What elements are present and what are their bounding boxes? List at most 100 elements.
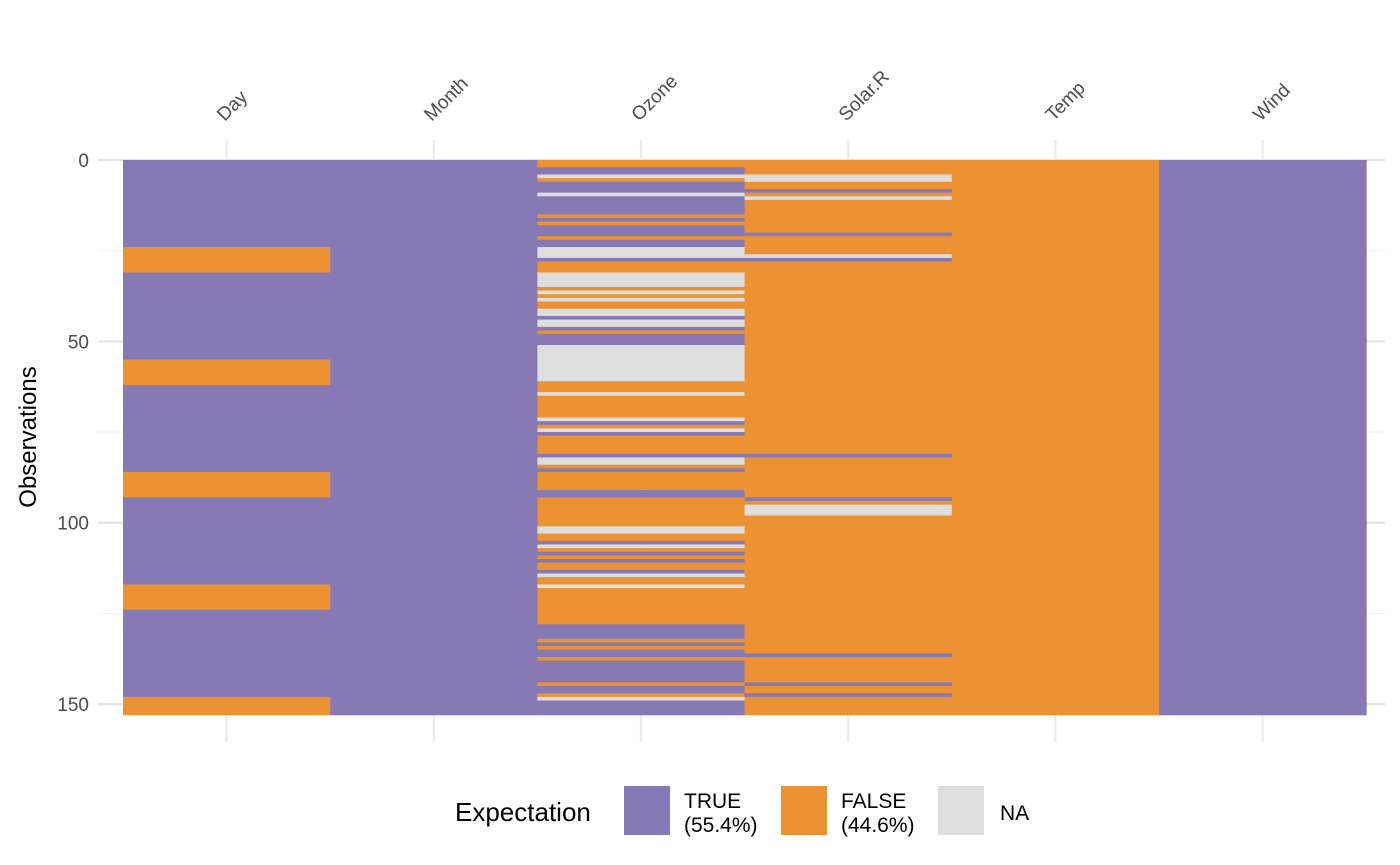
heatmap-cell-temp [951, 160, 1160, 716]
heatmap-cell-ozone [537, 584, 746, 589]
heatmap-cell-day [123, 609, 331, 698]
heatmap-cell-ozone [537, 178, 746, 183]
heatmap-cell-ozone [537, 326, 746, 331]
heatmap-cell-ozone [537, 239, 746, 248]
heatmap-cell-ozone [537, 559, 746, 563]
heatmap-cell-ozone [537, 214, 746, 219]
y-axis-title: Observations [15, 366, 42, 507]
legend-percent: (55.4%) [684, 814, 758, 837]
heatmap-cell-ozone [537, 315, 746, 320]
heatmap-cell-solar-r [744, 189, 953, 193]
heatmap-cell-ozone [537, 221, 746, 226]
x-tick-label: Ozone [628, 71, 682, 125]
legend-key-false [781, 786, 827, 835]
y-tick-label: 0 [78, 151, 89, 172]
heatmap-cells [123, 160, 1367, 716]
heatmap-cell-ozone [537, 548, 746, 553]
y-axis-ticks: 0 50 100 150 [57, 151, 89, 716]
heatmap-cell-ozone [537, 192, 746, 197]
heatmap-cell-ozone [537, 693, 746, 698]
heatmap-cell-ozone [537, 555, 746, 560]
heatmap-cell-day [123, 247, 331, 273]
x-tick-label: Day [213, 86, 252, 125]
heatmap-cell-ozone [537, 519, 746, 527]
heatmap-cell-ozone [537, 261, 746, 273]
heatmap-cell-ozone [537, 294, 746, 299]
heatmap-cell-day [123, 359, 331, 386]
heatmap-cell-ozone [537, 319, 746, 328]
heatmap-cell-ozone [537, 490, 746, 498]
heatmap-cell-solar-r [744, 515, 953, 654]
heatmap-cell-ozone [537, 646, 746, 651]
heatmap-cell-solar-r [744, 693, 953, 698]
heatmap-cell-solar-r [744, 682, 953, 687]
heatmap-cell-solar-r [744, 453, 953, 458]
heatmap-cell-ozone [537, 649, 746, 658]
heatmap-cell-ozone [537, 272, 746, 288]
x-tick-label: Solar.R [835, 67, 894, 126]
heatmap-cell-ozone [537, 533, 746, 542]
heatmap-cell-day [123, 696, 331, 716]
heatmap-cell-ozone [537, 330, 746, 335]
heatmap-cell-ozone [537, 577, 746, 585]
heatmap-cell-solar-r [744, 232, 953, 237]
x-axis-ticks: Day Month Ozone Solar.R Temp Wind [213, 67, 1294, 126]
heatmap-cell-wind [1159, 160, 1367, 716]
heatmap-cell-day [123, 272, 331, 360]
heatmap-cell-day [123, 497, 331, 585]
legend-percent: (44.6%) [841, 814, 915, 837]
heatmap-cell-solar-r [744, 457, 953, 498]
heatmap-cell-ozone [537, 181, 746, 193]
heatmap-cell-ozone [537, 257, 746, 262]
heatmap-cell-ozone [537, 308, 746, 317]
heatmap-cell-ozone [537, 685, 746, 694]
heatmap-cell-ozone [537, 290, 746, 295]
heatmap-cell-solar-r [744, 656, 953, 683]
heatmap-cell-ozone [537, 642, 746, 647]
heatmap-cell-solar-r [744, 500, 953, 505]
heatmap-cell-ozone [537, 453, 746, 458]
heatmap-cell-ozone [537, 471, 746, 491]
heatmap-cell-ozone [537, 573, 746, 578]
heatmap-cell-solar-r [744, 257, 953, 262]
heatmap-cell-ozone [537, 569, 746, 574]
heatmap-cell-month [330, 160, 538, 716]
x-tick-label: Temp [1042, 78, 1090, 126]
legend-title: Expectation [455, 797, 591, 827]
heatmap-cell-ozone [537, 700, 746, 716]
heatmap-cell-solar-r [744, 196, 953, 201]
heatmap-cell-ozone [537, 297, 746, 302]
heatmap-cell-solar-r [744, 181, 953, 190]
heatmap-cell-solar-r [744, 685, 953, 694]
heatmap-cell-solar-r [744, 160, 953, 175]
heatmap-cell-ozone [537, 301, 746, 310]
heatmap-cell-ozone [537, 167, 746, 175]
heatmap-cell-day [123, 384, 331, 473]
x-tick-label: Wind [1249, 80, 1294, 125]
heatmap-cell-solar-r [744, 653, 953, 658]
x-tick-label: Month [420, 73, 472, 125]
heatmap-cell-ozone [537, 286, 746, 291]
legend-label: TRUE [684, 790, 741, 813]
heatmap-cell-ozone [537, 457, 746, 466]
heatmap-cell-ozone [537, 468, 746, 473]
heatmap-cell-ozone [537, 544, 746, 549]
heatmap-cell-solar-r [744, 504, 953, 516]
heatmap-cell-ozone [537, 174, 746, 179]
heatmap-cell-ozone [537, 225, 746, 237]
heatmap-cell-ozone [537, 196, 746, 215]
heatmap-cell-ozone [537, 421, 746, 426]
heatmap-cell-day [123, 160, 331, 248]
heatmap-cell-solar-r [744, 192, 953, 197]
legend: Expectation TRUE(55.4%) FALSE(44.6%) NA [455, 786, 1029, 837]
y-tick-label: 50 [68, 332, 89, 353]
heatmap-cell-ozone [537, 551, 746, 556]
heatmap-cell-ozone [537, 247, 746, 259]
y-tick-label: 150 [57, 695, 89, 716]
heatmap-cell-ozone [537, 345, 746, 382]
heatmap-cell-ozone [537, 624, 746, 640]
heatmap-cell-ozone [537, 660, 746, 683]
heatmap-cell-solar-r [744, 236, 953, 255]
heatmap-cell-ozone [537, 696, 746, 701]
